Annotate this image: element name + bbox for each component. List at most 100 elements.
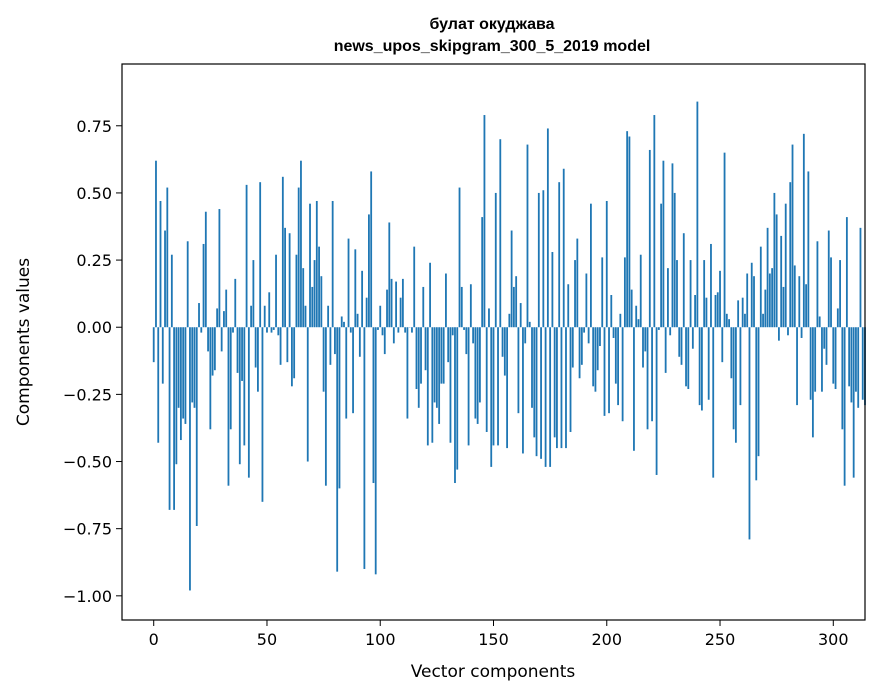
bar xyxy=(506,327,508,449)
bar xyxy=(227,327,230,486)
bar xyxy=(773,192,776,328)
bar xyxy=(164,230,166,328)
bar xyxy=(268,292,271,328)
bar xyxy=(173,327,175,510)
bar xyxy=(698,327,701,406)
bar xyxy=(152,327,155,363)
bar xyxy=(494,192,497,328)
bar xyxy=(533,327,536,438)
bar xyxy=(728,319,730,328)
bar xyxy=(757,327,760,457)
bar xyxy=(741,297,744,328)
bar xyxy=(277,327,280,336)
bar xyxy=(445,273,447,328)
bar xyxy=(617,327,619,406)
bar xyxy=(497,327,499,446)
bar xyxy=(762,313,764,328)
x-tick-label: 50 xyxy=(257,630,277,649)
bar xyxy=(789,182,792,328)
plot-frame xyxy=(121,63,866,621)
y-tick-label: 0.00 xyxy=(76,318,112,337)
y-axis: −1.00 −0.75 −0.50 −0.25 0.00 0.25 0.50 0.75 xyxy=(63,117,122,606)
bar xyxy=(472,327,475,344)
bar xyxy=(395,281,397,328)
bar xyxy=(512,286,515,328)
bar xyxy=(456,327,459,470)
bar xyxy=(313,260,316,328)
bar xyxy=(361,270,364,328)
bar xyxy=(225,289,228,328)
bar xyxy=(612,327,615,338)
bar xyxy=(524,327,527,344)
bar xyxy=(284,227,286,328)
bar xyxy=(211,327,214,376)
y-tick-label: 0.50 xyxy=(76,184,112,203)
bar xyxy=(401,278,404,328)
bar xyxy=(748,327,751,540)
bar xyxy=(193,327,196,408)
bar xyxy=(660,203,663,328)
bar xyxy=(667,268,669,328)
bar xyxy=(703,260,706,328)
bar xyxy=(633,327,635,451)
bar xyxy=(272,327,275,330)
bar xyxy=(266,327,268,333)
bar xyxy=(832,327,835,384)
bar xyxy=(358,327,361,357)
bar xyxy=(488,308,490,328)
bar xyxy=(293,327,296,379)
bar xyxy=(485,327,488,432)
bar xyxy=(775,214,778,328)
bar xyxy=(345,327,348,419)
x-tick-label: 250 xyxy=(705,630,736,649)
bar xyxy=(510,230,513,328)
bar xyxy=(601,257,604,328)
bar xyxy=(725,313,728,328)
bar xyxy=(490,327,493,467)
bar xyxy=(232,327,234,333)
bar xyxy=(463,327,465,330)
bar xyxy=(716,292,719,328)
bar xyxy=(161,327,164,384)
bar xyxy=(816,241,819,328)
bar xyxy=(590,203,592,328)
bar xyxy=(691,327,694,349)
bar xyxy=(300,160,302,328)
bar xyxy=(626,131,629,328)
bar xyxy=(349,327,352,333)
bar xyxy=(753,276,755,328)
bar xyxy=(392,327,395,344)
bar xyxy=(821,327,823,392)
bar xyxy=(556,327,558,449)
bar xyxy=(386,289,388,328)
bar xyxy=(420,327,422,384)
bar xyxy=(286,327,289,363)
bar xyxy=(782,286,785,328)
bar xyxy=(397,327,400,333)
bar xyxy=(404,327,407,333)
bar xyxy=(499,139,502,328)
bar xyxy=(309,203,311,328)
bar xyxy=(646,327,649,430)
bar xyxy=(850,327,853,403)
y-tick-label: −0.75 xyxy=(63,520,112,539)
bar xyxy=(784,203,787,328)
bar xyxy=(585,273,588,328)
bar xyxy=(431,327,434,443)
x-axis-label: Vector components xyxy=(411,662,576,682)
bar xyxy=(796,327,798,406)
bar xyxy=(476,327,479,424)
bar xyxy=(209,327,212,430)
bar xyxy=(288,233,291,328)
bar xyxy=(356,313,359,328)
bar xyxy=(676,260,678,328)
bar xyxy=(823,327,826,349)
bar xyxy=(207,327,209,352)
bar xyxy=(619,313,622,328)
bar xyxy=(241,327,243,381)
bar xyxy=(526,144,529,328)
bar xyxy=(771,268,774,328)
bar xyxy=(830,257,832,328)
bar xyxy=(374,327,377,575)
bar xyxy=(290,327,293,387)
